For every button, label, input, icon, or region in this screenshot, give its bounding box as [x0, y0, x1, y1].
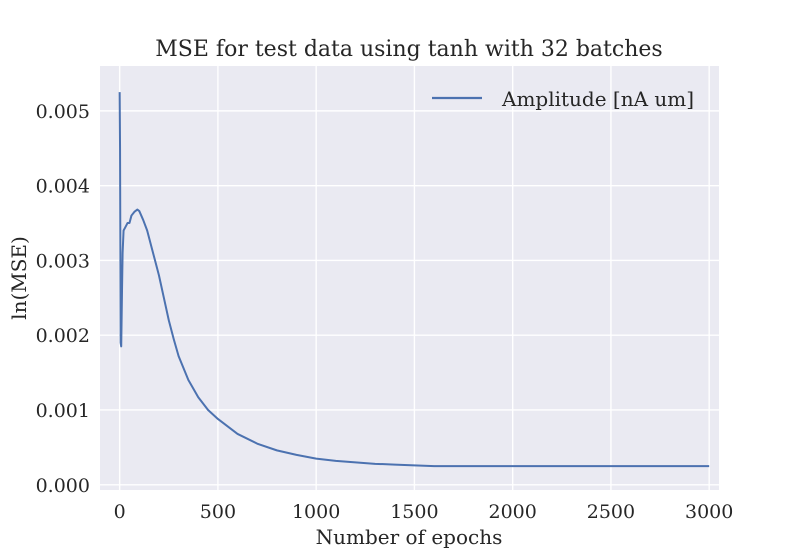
x-tick-label: 2500: [587, 501, 635, 523]
x-tick-label: 1000: [292, 501, 340, 523]
chart-title: MSE for test data using tanh with 32 bat…: [155, 37, 662, 62]
y-tick-label: 0.003: [36, 250, 90, 272]
plot-area: [100, 66, 719, 490]
y-tick-label: 0.001: [36, 400, 90, 422]
y-tick-label: 0.002: [36, 325, 90, 347]
y-tick-label: 0.004: [36, 176, 90, 198]
x-tick-label: 0: [114, 501, 126, 523]
x-tick-label: 1500: [390, 501, 438, 523]
legend-label: Amplitude [nA um]: [501, 87, 694, 111]
y-axis-label: ln(MSE): [7, 236, 31, 320]
x-tick-labels: 0 500 1000 1500 2000 2500 3000: [114, 501, 734, 523]
x-axis-label: Number of epochs: [316, 525, 503, 549]
x-tick-label: 2000: [488, 501, 536, 523]
y-tick-label: 0.000: [36, 475, 90, 497]
grid: [100, 66, 719, 490]
y-tick-labels: 0.000 0.001 0.002 0.003 0.004 0.005: [36, 101, 90, 497]
x-tick-label: 500: [200, 501, 236, 523]
x-tick-label: 3000: [685, 501, 733, 523]
y-tick-label: 0.005: [36, 101, 90, 123]
legend: Amplitude [nA um]: [432, 87, 694, 111]
series-line-amplitude: [118, 92, 710, 468]
